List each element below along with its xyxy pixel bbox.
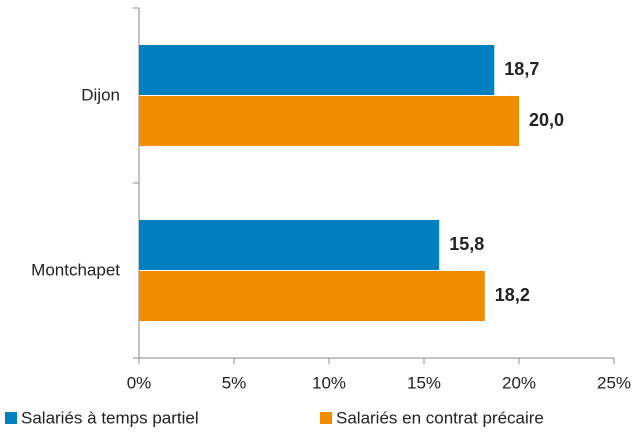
x-tick-label: 20% xyxy=(502,373,536,392)
x-tick-label: 15% xyxy=(407,373,441,392)
legend-label: Salariés en contrat précaire xyxy=(336,408,544,427)
bar xyxy=(139,271,485,321)
legend-swatch xyxy=(5,412,17,424)
value-label: 18,2 xyxy=(495,285,530,305)
category-label: Dijon xyxy=(81,85,120,104)
x-tick-label: 0% xyxy=(127,373,152,392)
x-tick-label: 10% xyxy=(312,373,346,392)
bar xyxy=(139,220,440,270)
legend-label: Salariés à temps partiel xyxy=(21,408,199,427)
legend-swatch xyxy=(320,412,332,424)
x-tick-label: 5% xyxy=(222,373,247,392)
value-label: 20,0 xyxy=(529,110,564,130)
x-tick-label: 25% xyxy=(597,373,631,392)
bar xyxy=(139,96,519,146)
category-label: Montchapet xyxy=(31,260,120,279)
value-label: 15,8 xyxy=(449,234,484,254)
value-label: 18,7 xyxy=(504,59,539,79)
bar xyxy=(139,45,495,95)
